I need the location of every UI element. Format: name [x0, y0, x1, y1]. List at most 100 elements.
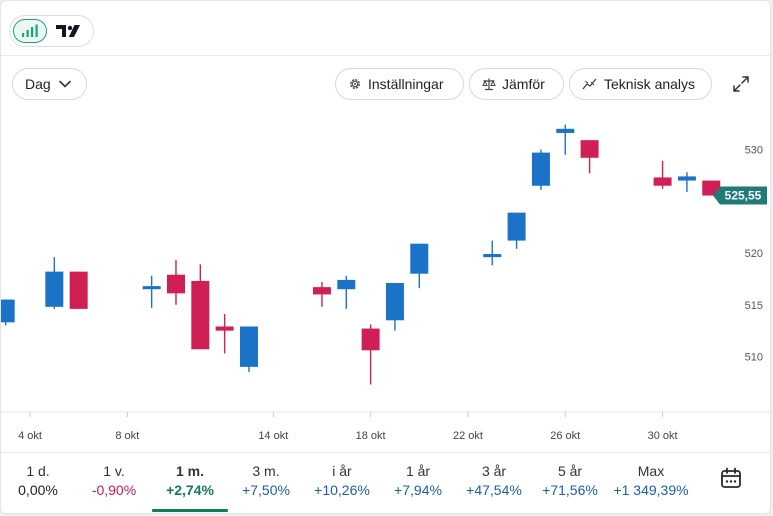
period-label: i år: [332, 463, 352, 479]
period-label: 3 m.: [252, 463, 280, 479]
period-change: +1 349,39%: [613, 482, 689, 498]
candle-body: [166, 274, 185, 294]
candle-bars-icon: [22, 24, 38, 37]
candle-body: [507, 212, 526, 241]
candle[interactable]: [191, 264, 210, 350]
gear-icon: [350, 79, 360, 89]
period-change: +47,54%: [466, 482, 522, 498]
candle[interactable]: [142, 275, 161, 308]
y-tick-label: 515: [745, 300, 763, 312]
period-label: 1 v.: [103, 463, 125, 479]
candle[interactable]: [45, 257, 64, 309]
chart-source-toggle: [9, 15, 94, 47]
tradingview-toggle[interactable]: [55, 22, 81, 40]
candle-body: [385, 283, 404, 321]
candle[interactable]: [215, 314, 234, 354]
period-tab[interactable]: i år +10,26%: [304, 453, 380, 511]
period-change: +71,56%: [542, 482, 598, 498]
candle-body: [312, 287, 331, 295]
candle-body: [556, 128, 575, 133]
x-tick-label: 8 okt: [115, 430, 139, 442]
y-tick-label: 510: [745, 352, 763, 364]
technical-analysis-button[interactable]: Teknisk analys: [569, 68, 712, 100]
period-tab[interactable]: 1 v. -0,90%: [76, 453, 152, 511]
candle[interactable]: [166, 260, 185, 305]
candle-body: [410, 243, 429, 274]
candle-body: [69, 271, 88, 309]
candle-body: [677, 176, 696, 181]
x-tick-label: 14 okt: [258, 430, 288, 442]
period-label: 3 år: [481, 463, 507, 479]
calendar-icon[interactable]: [719, 466, 743, 490]
candle-body: [215, 326, 234, 331]
candle[interactable]: [483, 240, 502, 266]
candle-body: [1, 299, 15, 323]
period-tab[interactable]: 1 m. +2,74%: [152, 453, 228, 512]
tradingview-logo-icon: [56, 25, 80, 37]
period-change: +7,50%: [242, 482, 290, 498]
candle[interactable]: [69, 271, 88, 309]
candlestick-chart[interactable]: 530 520 515 510 4 okt 8 okt 14 okt 18 okt 22 ok…: [1, 101, 771, 452]
settings-button[interactable]: Inställningar: [335, 68, 464, 100]
x-tick-label: 30 okt: [648, 430, 678, 442]
candle-body: [483, 254, 502, 258]
candle-body: [702, 180, 721, 196]
candle-body: [653, 177, 672, 186]
expand-icon[interactable]: [731, 74, 751, 94]
price-badge-shape: [713, 186, 767, 205]
top-bar: [1, 1, 770, 56]
candle-body: [337, 279, 356, 290]
candle-body: [142, 286, 161, 290]
period-change: -0,90%: [91, 482, 137, 498]
period-tab[interactable]: 3 m. +7,50%: [228, 453, 304, 511]
period-change: +2,74%: [166, 482, 214, 498]
candle-body: [191, 280, 210, 350]
period-change: +10,26%: [314, 482, 370, 498]
period-tab[interactable]: 1 år +7,94%: [380, 453, 456, 511]
candle-chart-toggle[interactable]: [13, 19, 47, 43]
candle[interactable]: [410, 243, 429, 289]
x-tick-label: 18 okt: [356, 430, 386, 442]
period-label: 5 år: [557, 463, 583, 479]
candle[interactable]: [312, 281, 331, 307]
period-tab[interactable]: 1 d. 0,00%: [1, 453, 76, 511]
compare-label: Jämför: [502, 76, 545, 92]
candle[interactable]: [531, 149, 550, 190]
trend-line-icon: [582, 78, 597, 90]
period-tab[interactable]: 3 år +47,54%: [456, 453, 532, 511]
period-tab[interactable]: Max +1 349,39%: [613, 453, 689, 511]
period-selector: 1 d. 0,00% 1 v. -0,90% 1 m. +2,74% 3 m. +7,50% i…: [1, 452, 770, 513]
candle-body: [531, 152, 550, 186]
x-tick-label: 26 okt: [550, 430, 580, 442]
candle[interactable]: [580, 140, 599, 174]
candle-body: [361, 328, 380, 351]
candle[interactable]: [1, 299, 15, 326]
candle[interactable]: [337, 275, 356, 309]
candle[interactable]: [653, 160, 672, 189]
current-price-badge: 525,55: [713, 186, 767, 205]
period-label: Max: [637, 463, 665, 479]
candles-group: [1, 124, 721, 385]
period-label: 1 år: [405, 463, 431, 479]
candle[interactable]: [361, 324, 380, 385]
settings-label: Inställningar: [368, 76, 444, 92]
technical-analysis-label: Teknisk analys: [604, 76, 696, 92]
candle[interactable]: [556, 124, 575, 155]
y-tick-label: 530: [745, 145, 763, 157]
period-label: 1 d.: [26, 463, 50, 479]
interval-label: Dag: [25, 76, 51, 92]
period-label: 1 m.: [175, 463, 204, 479]
y-tick-label: 520: [745, 248, 763, 260]
candle[interactable]: [239, 326, 258, 373]
candle[interactable]: [702, 180, 721, 196]
candle[interactable]: [677, 172, 696, 192]
current-price-label: 525,55: [725, 189, 762, 203]
compare-button[interactable]: Jämför: [469, 68, 564, 100]
chevron-down-icon: [58, 80, 71, 88]
period-tab[interactable]: 5 år +71,56%: [532, 453, 608, 511]
candle[interactable]: [385, 283, 404, 331]
interval-dropdown[interactable]: Dag: [12, 68, 87, 100]
y-axis: 530 520 515 510: [745, 145, 763, 364]
candle[interactable]: [507, 212, 526, 249]
